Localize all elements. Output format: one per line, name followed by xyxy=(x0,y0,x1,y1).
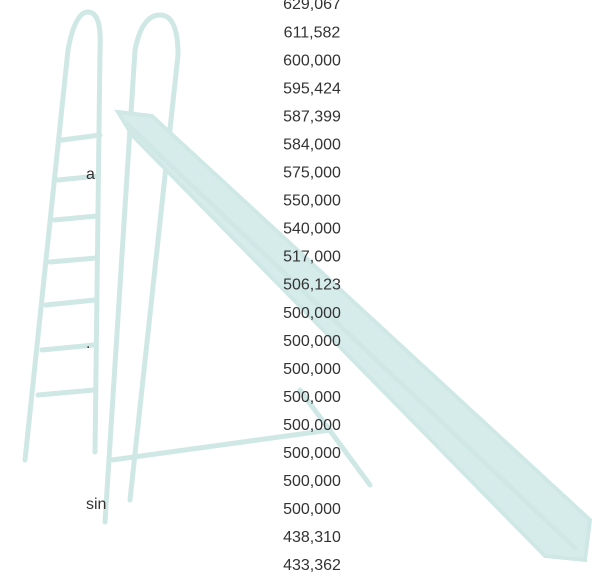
number: 584,000 xyxy=(283,136,341,153)
number: 587,399 xyxy=(283,108,341,125)
number: 438,310 xyxy=(283,529,341,546)
number: 517,000 xyxy=(283,249,341,266)
number: 629,067 xyxy=(283,0,341,13)
number: 433,362 xyxy=(283,557,341,574)
number: 506,123 xyxy=(283,277,341,294)
number: 575,000 xyxy=(283,165,341,182)
number: 500,000 xyxy=(283,445,341,462)
side-text: sin xyxy=(86,496,106,513)
number: 500,000 xyxy=(283,473,341,490)
slide-highlight xyxy=(128,125,575,548)
number: 500,000 xyxy=(283,361,341,378)
number: 500,000 xyxy=(283,501,341,518)
side-text: . xyxy=(86,335,90,352)
side-text: a xyxy=(86,166,95,183)
number: 600,000 xyxy=(283,52,341,69)
number: 500,000 xyxy=(283,389,341,406)
number: 595,424 xyxy=(283,80,341,97)
number: 500,000 xyxy=(283,333,341,350)
page: a. sin 629,067 611,582 600,000 595,424 587,399… xyxy=(0,0,592,584)
number: 611,582 xyxy=(284,24,341,41)
rear-rails xyxy=(105,15,178,522)
number: 550,000 xyxy=(283,193,341,210)
number: 500,000 xyxy=(283,417,341,434)
number: 540,000 xyxy=(283,221,341,238)
illustration-and-list: a. sin 629,067 611,582 600,000 595,424 587,399… xyxy=(0,0,592,584)
number: 500,000 xyxy=(283,305,341,322)
